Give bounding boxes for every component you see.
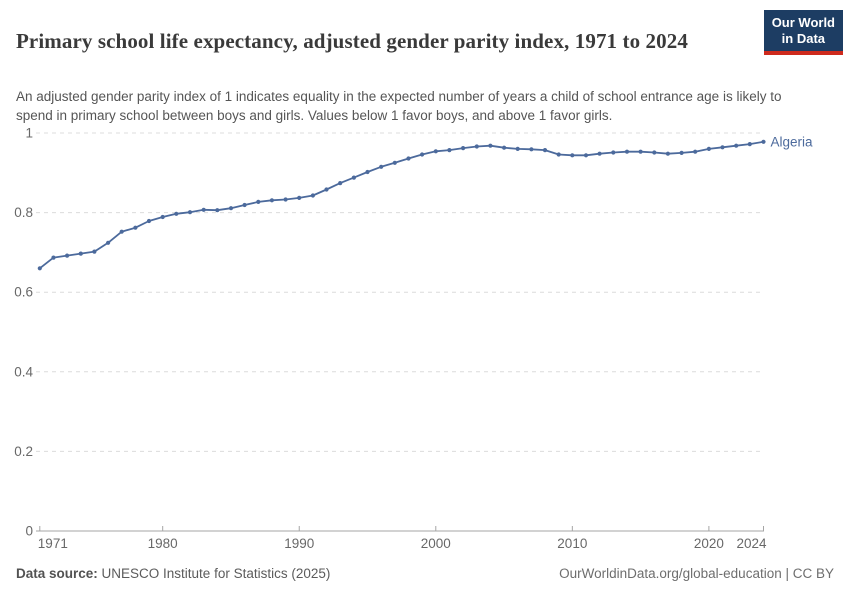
owid-logo[interactable]: Our World in Data — [763, 10, 843, 55]
data-point[interactable] — [447, 148, 452, 153]
data-point[interactable] — [338, 181, 343, 186]
line-series-algeria[interactable] — [38, 140, 765, 270]
data-point[interactable] — [570, 153, 575, 158]
y-tick-label: 0 — [25, 524, 33, 539]
data-point[interactable] — [665, 151, 671, 156]
data-point[interactable] — [106, 240, 111, 245]
data-point[interactable] — [502, 145, 507, 150]
data-point[interactable] — [611, 150, 616, 155]
x-tick-label: 2010 — [557, 536, 587, 551]
data-point[interactable] — [652, 150, 657, 155]
x-tick-label: 2000 — [421, 536, 451, 551]
data-point[interactable] — [624, 149, 630, 154]
data-point[interactable] — [133, 225, 138, 230]
chart-canvas[interactable]: 0 0.2 0.4 0.6 0.8 1 1971 1980 1990 2000 2010 2020 20… — [0, 115, 850, 560]
data-point[interactable] — [583, 153, 589, 158]
data-point[interactable] — [515, 146, 520, 151]
data-point[interactable] — [310, 193, 315, 198]
data-point[interactable] — [761, 139, 766, 144]
data-point[interactable] — [706, 146, 712, 151]
data-point[interactable] — [242, 202, 247, 208]
owid-logo-line1: Our World — [771, 15, 835, 30]
data-point[interactable] — [160, 214, 165, 220]
data-point[interactable] — [406, 156, 411, 161]
data-point[interactable] — [529, 147, 534, 152]
data-point[interactable] — [638, 149, 643, 154]
data-point[interactable] — [201, 207, 206, 212]
data-point[interactable] — [65, 253, 70, 258]
data-point[interactable] — [433, 149, 438, 154]
data-point[interactable] — [542, 148, 548, 153]
data-point[interactable] — [269, 198, 274, 203]
data-point[interactable] — [228, 206, 234, 211]
y-tick-label: 1 — [25, 126, 33, 141]
data-point[interactable] — [365, 169, 370, 175]
x-tick-label: 1971 — [38, 536, 68, 551]
data-point[interactable] — [51, 255, 56, 260]
data-point[interactable] — [37, 266, 42, 271]
data-point[interactable] — [146, 218, 152, 224]
chart-svg: 0 0.2 0.4 0.6 0.8 1 1971 1980 1990 2000 2010 2020 20… — [14, 126, 814, 552]
chart-subtitle: An adjusted gender parity index of 1 ind… — [16, 88, 782, 123]
data-point[interactable] — [556, 152, 561, 157]
data-point[interactable] — [474, 144, 479, 149]
data-point[interactable] — [187, 210, 193, 215]
chart-title: Primary school life expectancy, adjusted… — [16, 29, 688, 54]
data-source-text: UNESCO Institute for Statistics (2025) — [97, 566, 331, 581]
data-point[interactable] — [720, 145, 725, 150]
data-point[interactable] — [297, 195, 302, 200]
data-point[interactable] — [351, 175, 356, 180]
data-point[interactable] — [92, 249, 97, 254]
data-point[interactable] — [679, 150, 684, 155]
data-point[interactable] — [693, 149, 698, 154]
y-tick-label: 0.2 — [14, 444, 33, 459]
data-point[interactable] — [461, 146, 466, 151]
series-end-label-algeria[interactable]: Algeria — [771, 134, 814, 149]
data-source-label: Data source: — [16, 566, 98, 581]
data-point[interactable] — [392, 160, 397, 165]
data-point[interactable] — [734, 143, 739, 148]
data-point[interactable] — [597, 151, 602, 156]
y-tick-label: 0.6 — [14, 285, 33, 300]
data-point[interactable] — [379, 164, 384, 169]
x-tick-label: 1990 — [284, 536, 314, 551]
license-credit[interactable]: OurWorldinData.org/global-education | CC… — [559, 566, 834, 581]
data-point[interactable] — [420, 152, 425, 157]
y-tick-label: 0.4 — [14, 364, 33, 379]
data-source: Data source: UNESCO Institute for Statis… — [16, 566, 330, 581]
data-point[interactable] — [747, 142, 752, 147]
data-point[interactable] — [215, 208, 220, 213]
data-point[interactable] — [283, 197, 288, 202]
data-point[interactable] — [78, 251, 83, 256]
data-point[interactable] — [119, 229, 124, 234]
data-point[interactable] — [256, 199, 261, 204]
owid-logo-line2: in Data — [781, 31, 826, 46]
data-point[interactable] — [488, 143, 493, 148]
x-tick-label: 2024 — [736, 536, 767, 551]
x-tick-label: 2020 — [694, 536, 724, 551]
x-tick-label: 1980 — [148, 536, 178, 551]
data-point[interactable] — [174, 211, 179, 216]
data-point[interactable] — [324, 187, 329, 192]
y-tick-label: 0.8 — [14, 205, 33, 220]
